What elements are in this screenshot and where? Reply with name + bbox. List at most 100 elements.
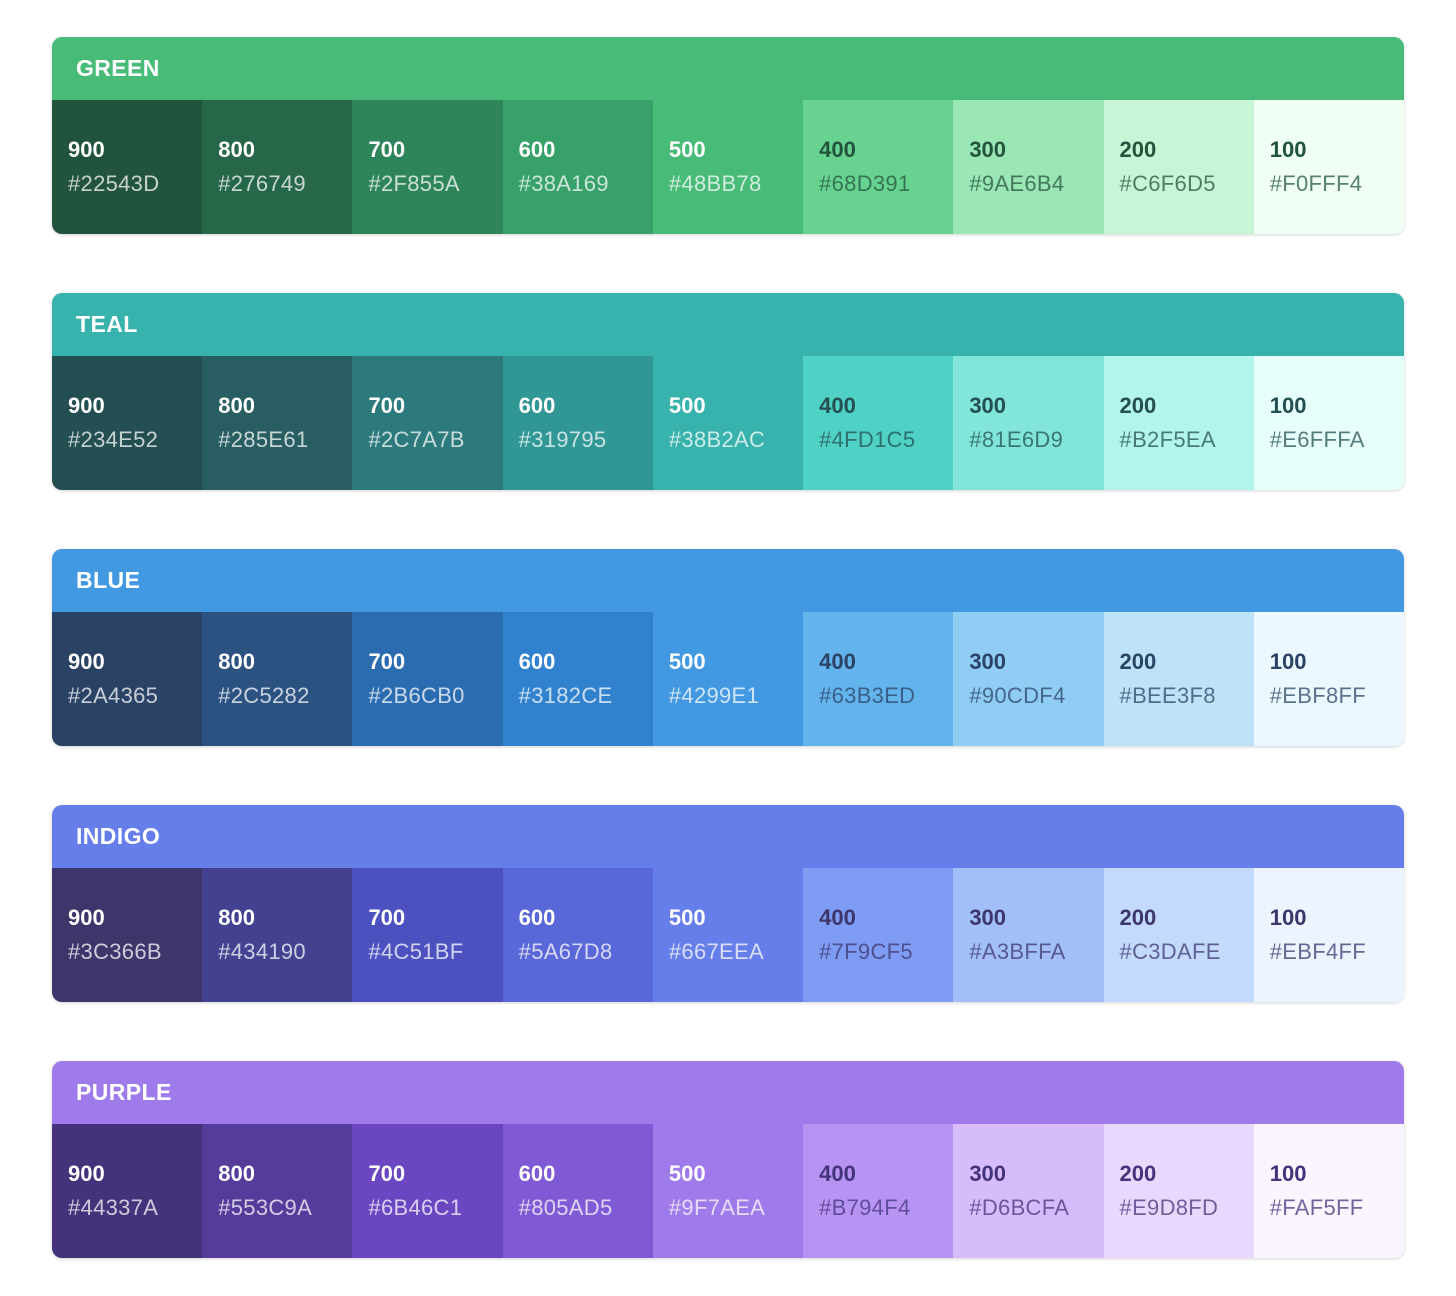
palette-title: TEAL bbox=[76, 311, 138, 337]
swatch-hex-label: #9F7AEA bbox=[668, 1195, 766, 1220]
swatch-shade-label: 300 bbox=[969, 136, 1007, 162]
swatch-hex-label: #38A169 bbox=[518, 171, 609, 196]
swatch-shade-label: 400 bbox=[819, 136, 856, 162]
swatch-shade-label: 100 bbox=[1269, 648, 1307, 674]
swatch-shade-label: 700 bbox=[368, 648, 406, 674]
swatch-indigo-200: 200 #C3DAFE bbox=[1103, 868, 1254, 1002]
swatch-hex-label: #E6FFFA bbox=[1269, 427, 1365, 452]
swatch-purple-800: 800 #553C9A bbox=[202, 1124, 353, 1258]
swatch-shade-label: 200 bbox=[1119, 136, 1157, 162]
swatch-hex-label: #B2F5EA bbox=[1119, 427, 1216, 452]
swatch-teal-400: 400 #4FD1C5 bbox=[803, 356, 954, 490]
swatch-blue-400: 400 #63B3ED bbox=[803, 612, 954, 746]
swatch-indigo-900: 900 #3C366B bbox=[52, 868, 203, 1002]
swatch-hex-label: #E9D8FD bbox=[1119, 1195, 1219, 1220]
swatch-hex-label: #276749 bbox=[218, 171, 306, 196]
swatch-shade-label: 200 bbox=[1119, 648, 1157, 674]
swatch-shade-label: 300 bbox=[969, 1160, 1007, 1186]
swatch-shade-label: 100 bbox=[1269, 136, 1307, 162]
palette-section-blue: BLUE 900 #2A4365 800 #2C5282 700 #2B6CB0 600 #31… bbox=[52, 549, 1404, 746]
swatch-hex-label: #285E61 bbox=[218, 427, 309, 452]
swatch-teal-700: 700 #2C7A7B bbox=[352, 356, 503, 490]
palette-section-indigo: INDIGO 900 #3C366B 800 #434190 700 #4C51BF 600 #… bbox=[52, 805, 1404, 1002]
swatch-hex-label: #38B2AC bbox=[668, 427, 766, 452]
swatch-hex-label: #D6BCFA bbox=[969, 1195, 1070, 1220]
swatch-shade-label: 400 bbox=[819, 648, 856, 674]
swatch-purple-300: 300 #D6BCFA bbox=[953, 1124, 1104, 1258]
swatch-shade-label: 900 bbox=[68, 136, 105, 162]
swatch-shade-label: 400 bbox=[819, 904, 856, 930]
swatch-shade-label: 500 bbox=[668, 1160, 706, 1186]
swatch-hex-label: #68D391 bbox=[819, 171, 911, 196]
swatch-blue-300: 300 #90CDF4 bbox=[953, 612, 1104, 746]
swatch-hex-label: #F0FFF4 bbox=[1269, 171, 1363, 196]
swatch-hex-label: #2C5282 bbox=[218, 683, 310, 708]
swatch-teal-900: 900 #234E52 bbox=[52, 356, 203, 490]
swatch-shade-label: 400 bbox=[819, 1160, 856, 1186]
swatch-hex-label: #EBF4FF bbox=[1269, 939, 1366, 964]
swatch-hex-label: #234E52 bbox=[68, 427, 159, 452]
swatch-hex-label: #FAF5FF bbox=[1269, 1195, 1364, 1220]
swatch-indigo-100: 100 #EBF4FF bbox=[1253, 868, 1404, 1002]
swatch-row: 900 #2A4365 800 #2C5282 700 #2B6CB0 600 #3182CE… bbox=[52, 612, 1404, 746]
swatch-purple-100: 100 #FAF5FF bbox=[1253, 1124, 1404, 1258]
swatch-hex-label: #63B3ED bbox=[819, 683, 916, 708]
swatch-shade-label: 900 bbox=[68, 648, 105, 674]
swatch-green-500: 500 #48BB78 bbox=[652, 100, 804, 234]
swatch-shade-label: 200 bbox=[1119, 1160, 1157, 1186]
swatch-blue-200: 200 #BEE3F8 bbox=[1103, 612, 1254, 746]
swatch-hex-label: #2C7A7B bbox=[368, 427, 465, 452]
swatch-row: 900 #234E52 800 #285E61 700 #2C7A7B 600 #319795… bbox=[52, 356, 1404, 490]
swatch-hex-label: #6B46C1 bbox=[368, 1195, 463, 1220]
swatch-shade-label: 200 bbox=[1119, 904, 1157, 930]
swatch-hex-label: #5A67D8 bbox=[518, 939, 613, 964]
swatch-indigo-800: 800 #434190 bbox=[202, 868, 353, 1002]
swatch-hex-label: #BEE3F8 bbox=[1119, 683, 1216, 708]
swatch-shade-label: 900 bbox=[68, 904, 105, 930]
swatch-hex-label: #3182CE bbox=[518, 683, 613, 708]
swatch-teal-200: 200 #B2F5EA bbox=[1103, 356, 1254, 490]
swatch-shade-label: 600 bbox=[518, 392, 556, 418]
palette-title: PURPLE bbox=[76, 1079, 172, 1105]
swatch-hex-label: #A3BFFA bbox=[969, 939, 1066, 964]
palette-header: PURPLE bbox=[52, 1061, 1404, 1124]
swatch-purple-700: 700 #6B46C1 bbox=[352, 1124, 503, 1258]
swatch-green-700: 700 #2F855A bbox=[352, 100, 503, 234]
swatch-hex-label: #2F855A bbox=[368, 171, 460, 196]
swatch-teal-800: 800 #285E61 bbox=[202, 356, 353, 490]
swatch-shade-label: 800 bbox=[218, 136, 255, 162]
swatch-hex-label: #C6F6D5 bbox=[1119, 171, 1216, 196]
palette-header: BLUE bbox=[52, 549, 1404, 612]
swatch-shade-label: 600 bbox=[518, 1160, 556, 1186]
swatch-purple-500: 500 #9F7AEA bbox=[652, 1124, 804, 1258]
swatch-hex-label: #9AE6B4 bbox=[969, 171, 1065, 196]
swatch-shade-label: 800 bbox=[218, 648, 255, 674]
swatch-indigo-300: 300 #A3BFFA bbox=[953, 868, 1104, 1002]
swatch-hex-label: #48BB78 bbox=[668, 171, 762, 196]
swatch-row: 900 #22543D 800 #276749 700 #2F855A 600 #38A169… bbox=[52, 100, 1404, 234]
swatch-teal-500: 500 #38B2AC bbox=[652, 356, 804, 490]
swatch-shade-label: 700 bbox=[368, 392, 406, 418]
swatch-shade-label: 600 bbox=[518, 648, 556, 674]
swatch-shade-label: 200 bbox=[1119, 392, 1157, 418]
palette-list: GREEN 900 #22543D 800 #276749 700 #2F855A 600 #3… bbox=[52, 37, 1404, 1258]
swatch-shade-label: 700 bbox=[368, 904, 406, 930]
swatch-shade-label: 700 bbox=[368, 136, 406, 162]
swatch-hex-label: #2B6CB0 bbox=[368, 683, 465, 708]
swatch-shade-label: 800 bbox=[218, 1160, 255, 1186]
swatch-green-600: 600 #38A169 bbox=[502, 100, 653, 234]
swatch-purple-600: 600 #805AD5 bbox=[502, 1124, 653, 1258]
swatch-purple-900: 900 #44337A bbox=[52, 1124, 203, 1258]
swatch-hex-label: #553C9A bbox=[218, 1195, 313, 1220]
swatch-green-300: 300 #9AE6B4 bbox=[953, 100, 1104, 234]
swatch-green-900: 900 #22543D bbox=[52, 100, 203, 234]
swatch-green-100: 100 #F0FFF4 bbox=[1253, 100, 1404, 234]
swatch-shade-label: 500 bbox=[668, 904, 706, 930]
swatch-shade-label: 700 bbox=[368, 1160, 406, 1186]
swatch-hex-label: #667EEA bbox=[668, 939, 764, 964]
swatch-hex-label: #EBF8FF bbox=[1269, 683, 1366, 708]
swatch-shade-label: 100 bbox=[1269, 904, 1307, 930]
palette-title: INDIGO bbox=[76, 823, 161, 849]
swatch-hex-label: #805AD5 bbox=[518, 1195, 613, 1220]
